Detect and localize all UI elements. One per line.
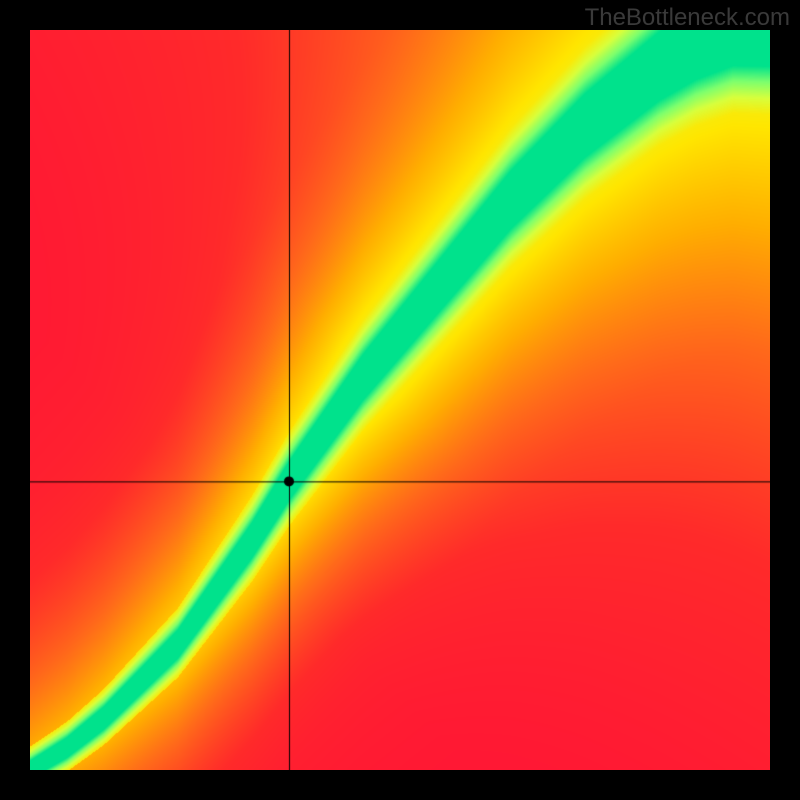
- heatmap-canvas: [30, 30, 770, 770]
- chart-container: TheBottleneck.com: [0, 0, 800, 800]
- attribution-label: TheBottleneck.com: [585, 4, 790, 32]
- heatmap-plot: [30, 30, 770, 770]
